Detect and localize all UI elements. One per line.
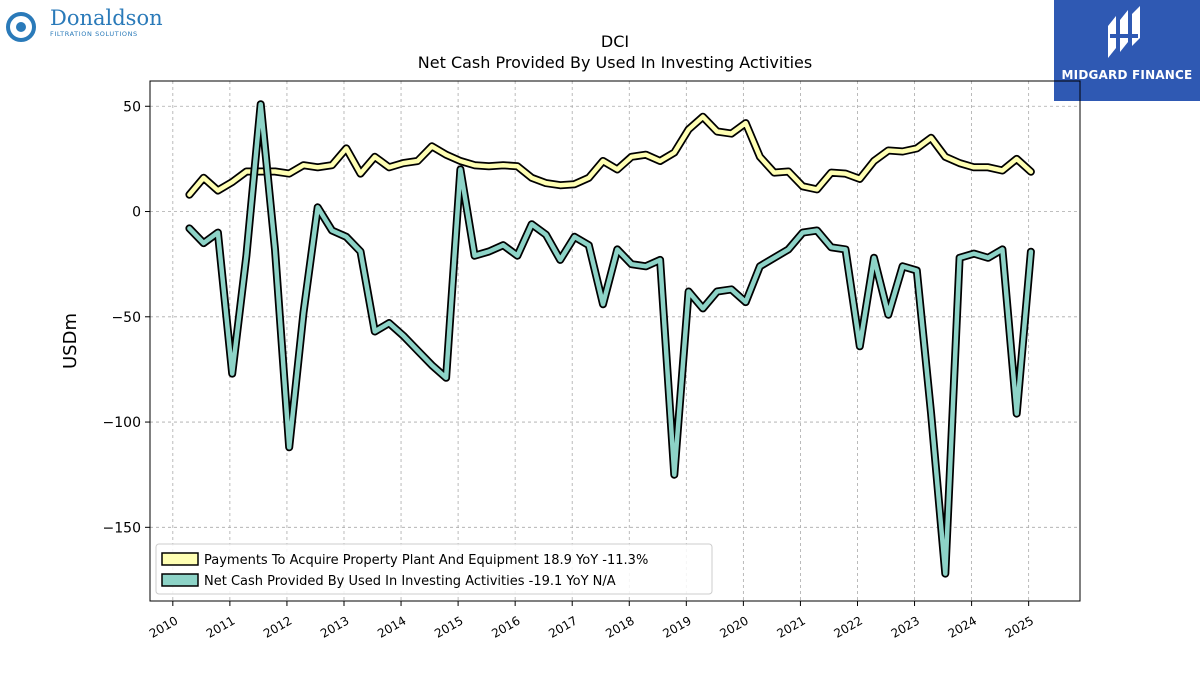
y-axis: 50 0 −50 −100 −150 [103,99,150,536]
y-tick-label: −50 [111,310,141,326]
donaldson-logo: Donaldson FILTRATION SOLUTIONS [6,6,163,42]
y-tick-label: −100 [103,415,141,431]
y-tick-label: 50 [123,99,141,115]
series-line-outline [185,100,1035,578]
x-tick-label: 2022 [832,613,865,640]
y-axis-label: USDm [60,313,81,369]
x-tick-label: 2023 [889,613,922,640]
donaldson-logo-tagline: FILTRATION SOLUTIONS [50,30,138,38]
series-line [187,114,1034,197]
x-tick-label: 2013 [318,613,351,640]
x-axis: 2010 2011 2012 2013 2014 2015 2016 2017 2018 2019… [147,601,1036,641]
series-line [187,101,1034,576]
x-tick-label: 2011 [204,613,237,640]
y-tick-label: −150 [103,520,141,536]
x-tick-label: 2021 [774,613,807,640]
legend: Payments To Acquire Property Plant And E… [155,543,713,595]
legend-label: Net Cash Provided By Used In Investing A… [204,574,616,589]
x-tick-label: 2024 [946,613,979,640]
donaldson-logo-dot [16,22,26,32]
x-tick-label: 2014 [375,613,408,640]
x-tick-label: 2019 [660,613,693,640]
x-tick-label: 2016 [489,613,522,640]
x-tick-label: 2015 [432,613,465,640]
chart-title: DCI [601,32,629,51]
x-tick-label: 2025 [1003,613,1036,640]
x-tick-label: 2020 [717,613,750,640]
donaldson-logo-mark [6,12,36,42]
chart-series [185,100,1035,578]
x-tick-label: 2017 [546,613,579,640]
midgard-finance-logo: MIDGARD FINANCE [1054,0,1200,101]
x-tick-label: 2012 [261,613,294,640]
donaldson-logo-name: Donaldson [50,6,163,30]
legend-box [155,543,713,595]
midgard-logo-name: MIDGARD FINANCE [1061,68,1193,82]
plot-area-frame [149,80,1081,602]
series-line-outline [185,112,1035,199]
legend-swatch [161,573,199,587]
x-tick-label: 2010 [147,613,180,640]
x-tick-label: 2018 [603,613,636,640]
y-tick-label: 0 [132,205,141,221]
legend-label: Payments To Acquire Property Plant And E… [204,553,648,568]
legend-swatch [161,552,199,566]
midgard-logo-mark-icon [1108,6,1140,58]
chart-subtitle: Net Cash Provided By Used In Investing A… [418,53,812,72]
